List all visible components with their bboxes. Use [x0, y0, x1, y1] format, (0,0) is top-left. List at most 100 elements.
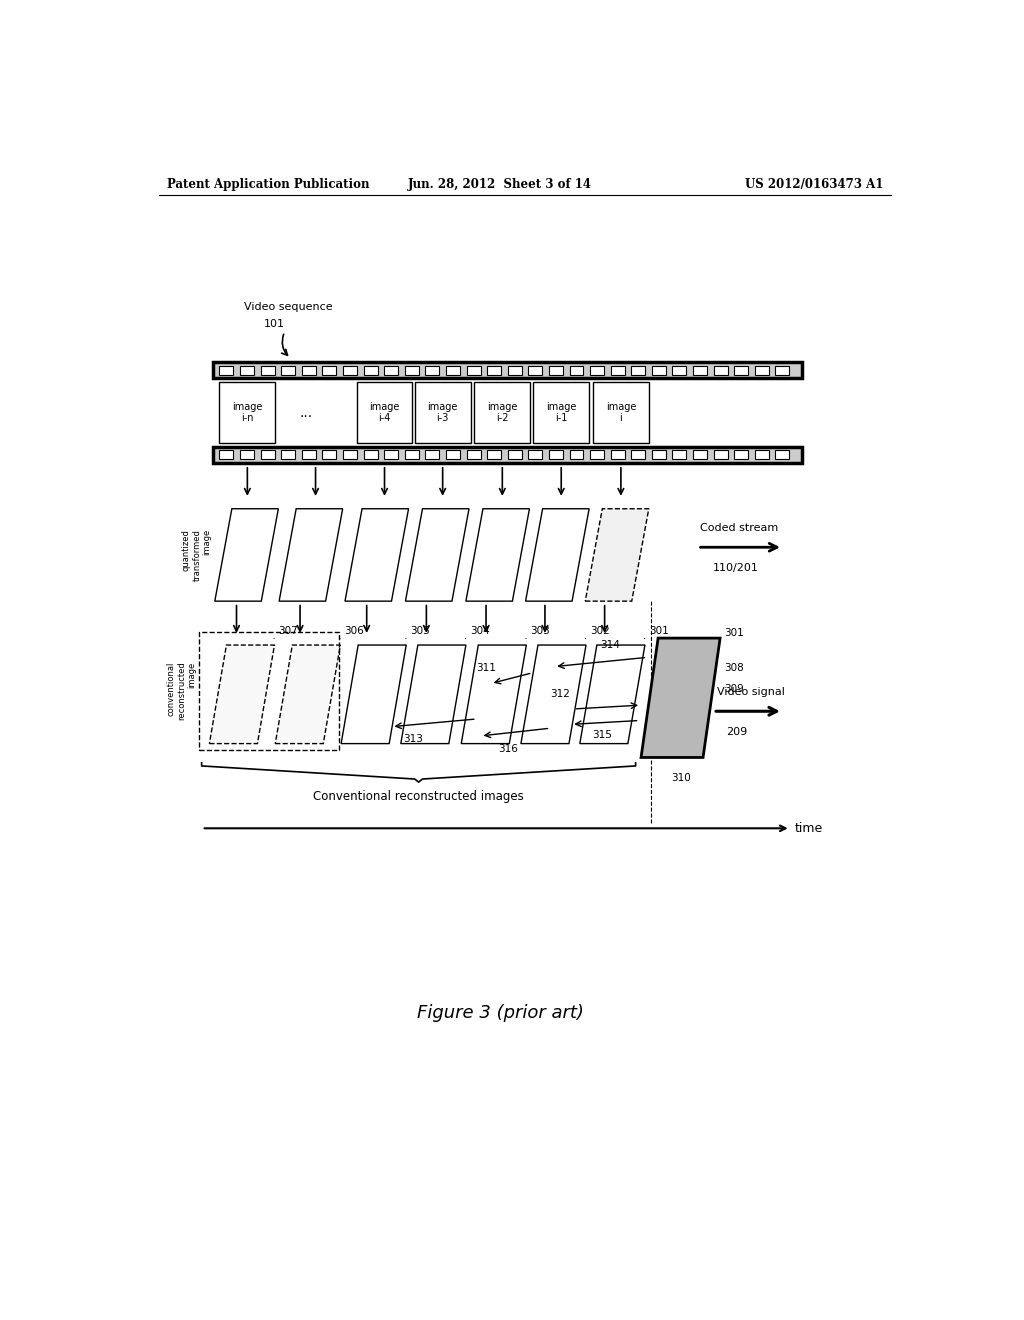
- Bar: [323, 366, 336, 375]
- Text: 302: 302: [590, 626, 609, 636]
- Text: 314: 314: [600, 640, 620, 649]
- Bar: [569, 366, 584, 375]
- Bar: [343, 450, 357, 459]
- Bar: [302, 450, 315, 459]
- Text: ...: ...: [300, 405, 312, 420]
- Polygon shape: [400, 645, 466, 743]
- Bar: [693, 366, 707, 375]
- Bar: [219, 366, 233, 375]
- Text: 306: 306: [344, 626, 364, 636]
- Text: image
i-4: image i-4: [370, 401, 399, 424]
- Text: US 2012/0163473 A1: US 2012/0163473 A1: [745, 178, 884, 190]
- Bar: [652, 366, 666, 375]
- Bar: [364, 366, 378, 375]
- Text: 308: 308: [724, 663, 743, 673]
- Bar: [528, 450, 543, 459]
- Text: 310: 310: [671, 774, 690, 783]
- Polygon shape: [580, 645, 645, 743]
- Bar: [323, 450, 336, 459]
- Text: 309: 309: [724, 685, 743, 694]
- Text: 305: 305: [410, 626, 430, 636]
- Bar: [534, 381, 589, 444]
- Bar: [240, 366, 254, 375]
- Bar: [610, 450, 625, 459]
- Text: Patent Application Publication: Patent Application Publication: [167, 178, 370, 190]
- Bar: [508, 450, 521, 459]
- Bar: [213, 447, 802, 462]
- Bar: [590, 450, 604, 459]
- Bar: [425, 366, 439, 375]
- Text: 101: 101: [263, 319, 285, 330]
- Bar: [632, 366, 645, 375]
- Bar: [508, 366, 521, 375]
- Polygon shape: [275, 645, 340, 743]
- Bar: [487, 366, 501, 375]
- Text: 316: 316: [498, 743, 518, 754]
- Polygon shape: [586, 508, 649, 601]
- Bar: [240, 450, 254, 459]
- Bar: [755, 450, 769, 459]
- Text: 307: 307: [279, 626, 298, 636]
- Text: 301: 301: [649, 626, 669, 636]
- Bar: [673, 366, 686, 375]
- Polygon shape: [466, 508, 529, 601]
- Bar: [467, 366, 480, 375]
- Bar: [549, 366, 563, 375]
- Polygon shape: [641, 638, 720, 758]
- Polygon shape: [215, 508, 279, 601]
- Text: 209: 209: [726, 726, 748, 737]
- Bar: [714, 450, 728, 459]
- Polygon shape: [525, 508, 589, 601]
- Text: Conventional reconstructed images: Conventional reconstructed images: [313, 789, 524, 803]
- Text: 303: 303: [530, 626, 550, 636]
- Text: time: time: [795, 822, 822, 834]
- Text: 301: 301: [724, 628, 743, 638]
- Text: Video signal: Video signal: [717, 688, 784, 697]
- Bar: [282, 450, 295, 459]
- Polygon shape: [280, 508, 343, 601]
- Bar: [446, 366, 460, 375]
- Text: image
i-n: image i-n: [232, 401, 262, 424]
- Bar: [593, 381, 649, 444]
- Bar: [734, 366, 749, 375]
- Bar: [261, 366, 274, 375]
- Bar: [528, 366, 543, 375]
- Polygon shape: [521, 645, 586, 743]
- Bar: [590, 366, 604, 375]
- Text: image
i-1: image i-1: [546, 401, 577, 424]
- Text: Coded stream: Coded stream: [700, 524, 778, 533]
- Bar: [415, 381, 471, 444]
- Bar: [474, 381, 530, 444]
- Bar: [384, 450, 398, 459]
- Text: 110/201: 110/201: [713, 562, 759, 573]
- Polygon shape: [209, 645, 274, 743]
- Bar: [652, 450, 666, 459]
- Bar: [261, 450, 274, 459]
- Bar: [282, 366, 295, 375]
- Text: 304: 304: [470, 626, 489, 636]
- Text: image
i: image i: [606, 401, 636, 424]
- Bar: [425, 450, 439, 459]
- Bar: [219, 450, 233, 459]
- Bar: [487, 450, 501, 459]
- Text: Figure 3 (prior art): Figure 3 (prior art): [417, 1005, 584, 1022]
- Polygon shape: [406, 508, 469, 601]
- Text: 311: 311: [476, 663, 496, 673]
- Bar: [404, 366, 419, 375]
- Text: Video sequence: Video sequence: [245, 302, 333, 313]
- Bar: [610, 366, 625, 375]
- Bar: [693, 450, 707, 459]
- Bar: [219, 381, 275, 444]
- Bar: [569, 450, 584, 459]
- Text: 312: 312: [550, 689, 569, 700]
- Bar: [356, 381, 413, 444]
- Bar: [467, 450, 480, 459]
- Text: Jun. 28, 2012  Sheet 3 of 14: Jun. 28, 2012 Sheet 3 of 14: [408, 178, 592, 190]
- Bar: [213, 363, 802, 378]
- Bar: [775, 450, 790, 459]
- Polygon shape: [461, 645, 526, 743]
- Bar: [446, 450, 460, 459]
- Bar: [775, 366, 790, 375]
- Text: conventional
reconstructed
image: conventional reconstructed image: [166, 661, 197, 721]
- Bar: [673, 450, 686, 459]
